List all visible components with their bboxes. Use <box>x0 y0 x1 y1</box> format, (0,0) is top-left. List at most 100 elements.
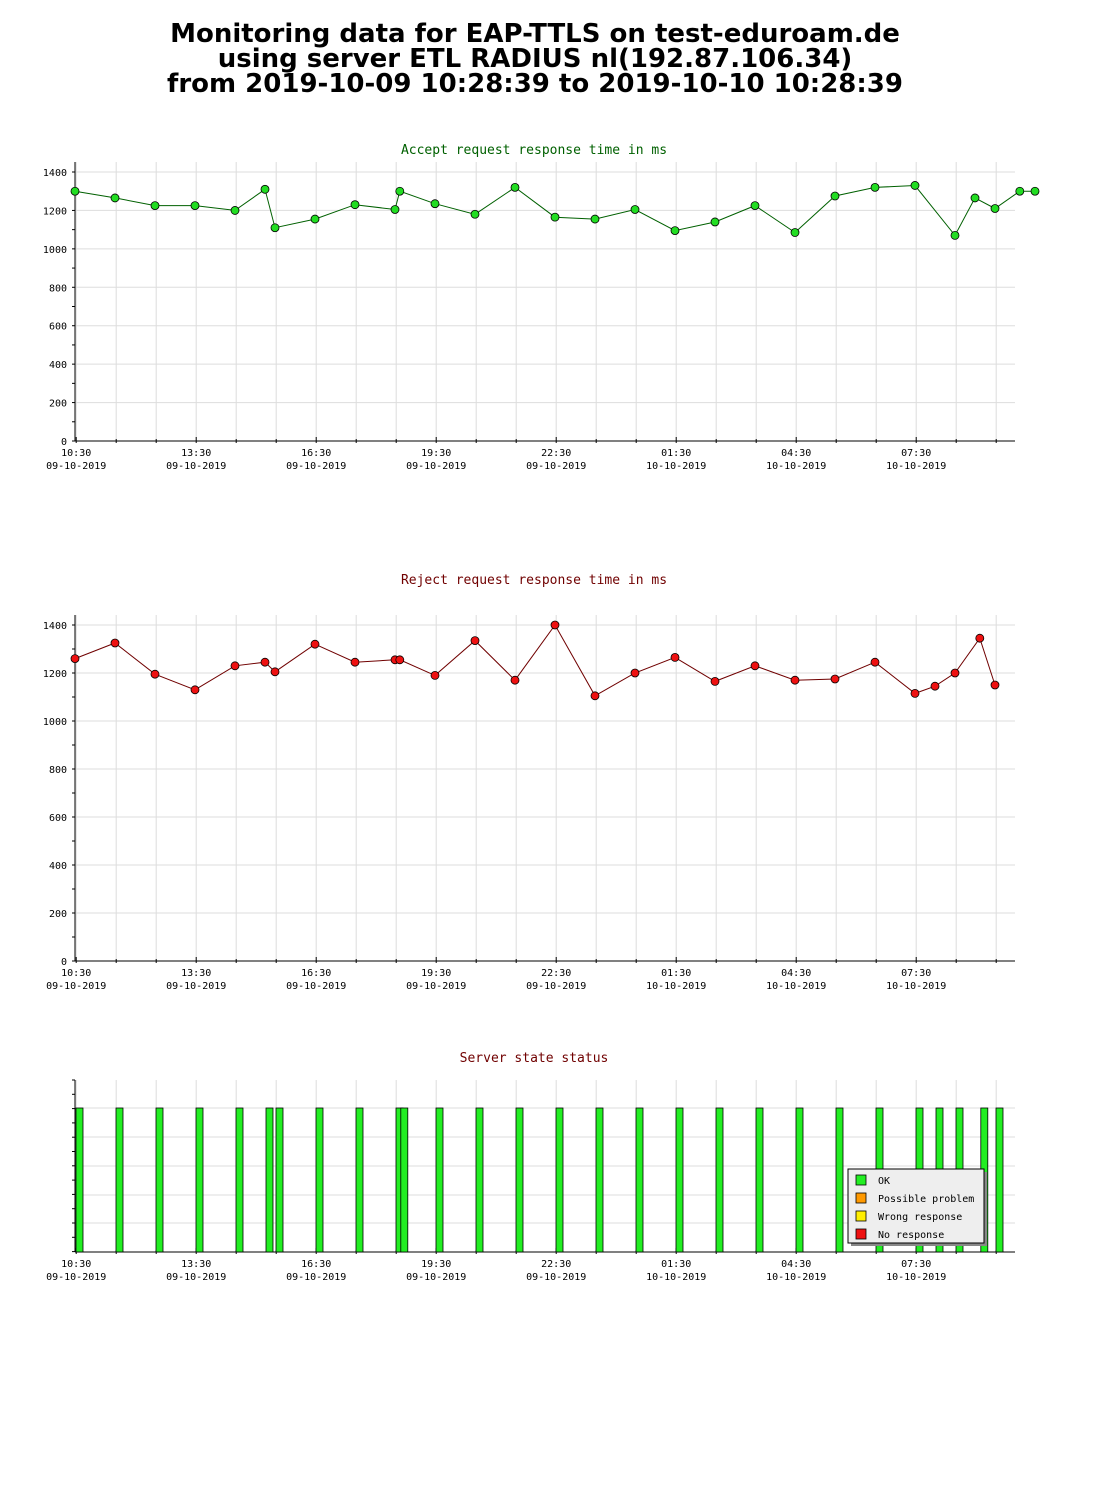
accept-chart-x-tick-date: 10-10-2019 <box>646 461 706 472</box>
reject-chart-x-tick-date: 09-10-2019 <box>406 981 466 992</box>
reject-chart-x-tick-date: 10-10-2019 <box>646 981 706 992</box>
reject-chart-y-tick-label: 600 <box>49 813 67 824</box>
reject-chart-point <box>630 668 640 678</box>
reject-chart-y-tick-label: 0 <box>61 957 67 968</box>
reject-chart-point <box>590 691 600 701</box>
status-bar <box>155 1107 164 1253</box>
status-bar <box>195 1107 204 1253</box>
accept-chart-point <box>395 186 405 196</box>
accept-chart-point <box>1030 186 1040 196</box>
accept-chart-x-tick-date: 09-10-2019 <box>406 461 466 472</box>
legend-label: OK <box>878 1176 890 1187</box>
accept-chart-point <box>150 201 160 211</box>
status-chart-x-tick-date: 09-10-2019 <box>166 1272 226 1283</box>
accept-chart-point <box>430 199 440 209</box>
legend-label: No response <box>878 1230 944 1241</box>
reject-chart-y-tick-label: 200 <box>49 909 67 920</box>
reject-chart-x-tick-date: 09-10-2019 <box>46 981 106 992</box>
status-bar <box>115 1107 124 1253</box>
accept-chart-point <box>470 209 480 219</box>
legend-label: Possible problem <box>878 1194 974 1205</box>
accept-chart-x-tick-date: 09-10-2019 <box>286 461 346 472</box>
status-bar <box>265 1107 274 1253</box>
legend-label: Wrong response <box>878 1212 962 1223</box>
accept-chart-x-tick-time: 10:30 <box>61 448 91 459</box>
accept-chart-point <box>950 231 960 240</box>
reject-chart-point <box>950 668 960 678</box>
reject-chart-point <box>710 677 720 686</box>
legend-swatch <box>855 1174 867 1186</box>
reject-chart-y-tick-label: 1200 <box>43 669 67 680</box>
reject-chart-point <box>910 689 920 698</box>
reject-chart-x-tick-date: 09-10-2019 <box>286 981 346 992</box>
reject-chart-point <box>930 681 940 691</box>
status-chart-title: Server state status <box>460 1051 609 1066</box>
status-bar <box>235 1107 244 1253</box>
status-bar <box>555 1107 564 1253</box>
reject-chart-point <box>430 671 440 680</box>
legend-swatch <box>855 1192 867 1204</box>
accept-chart-point <box>790 228 800 237</box>
reject-chart-x-tick-date: 10-10-2019 <box>886 981 946 992</box>
status-chart-x-tick-date: 09-10-2019 <box>286 1272 346 1283</box>
reject-chart-x-tick-time: 04:30 <box>781 968 811 979</box>
reject-chart-y-tick-label: 1000 <box>43 717 67 728</box>
accept-chart-point <box>310 214 320 224</box>
reject-chart-point <box>230 661 240 671</box>
reject-chart-x-tick-date: 10-10-2019 <box>766 981 826 992</box>
accept-chart-point <box>550 212 560 222</box>
reject-chart-point <box>150 669 160 679</box>
status-bar <box>795 1107 804 1253</box>
accept-chart-point <box>70 186 80 196</box>
accept-chart-x-tick-time: 01:30 <box>661 448 691 459</box>
accept-chart-point <box>750 201 760 211</box>
status-chart-x-tick-time: 16:30 <box>301 1259 331 1270</box>
accept-chart-point <box>970 193 980 203</box>
reject-chart-point <box>790 675 800 685</box>
accept-chart-point <box>110 193 120 203</box>
reject-chart-x-tick-time: 22:30 <box>541 968 571 979</box>
reject-chart-point <box>70 654 80 663</box>
status-bar <box>675 1107 684 1253</box>
accept-chart-point <box>710 217 720 227</box>
accept-chart-y-tick-label: 800 <box>49 283 67 294</box>
accept-chart-point <box>910 181 920 190</box>
status-bar <box>275 1107 284 1253</box>
status-chart-x-tick-time: 22:30 <box>541 1259 571 1270</box>
accept-chart-point <box>590 214 600 224</box>
status-bar <box>755 1107 764 1253</box>
reject-chart-x-tick-time: 10:30 <box>61 968 91 979</box>
status-bar <box>715 1107 724 1253</box>
page-title: Monitoring data for EAP-TTLS on test-edu… <box>0 19 1070 97</box>
reject-chart-point <box>750 661 760 671</box>
accept-chart-x-tick-time: 07:30 <box>901 448 931 459</box>
status-bar <box>435 1107 444 1253</box>
title-line-2: using server ETL RADIUS nl(192.87.106.34… <box>217 44 853 74</box>
status-bar <box>995 1107 1004 1253</box>
legend-box <box>847 1168 985 1244</box>
reject-chart-point <box>395 655 405 665</box>
status-chart-x-tick-date: 10-10-2019 <box>646 1272 706 1283</box>
accept-chart-y-tick-label: 600 <box>49 322 67 333</box>
reject-chart-point <box>350 657 360 667</box>
reject-chart-point <box>260 657 270 667</box>
accept-chart-point <box>510 182 520 192</box>
accept-chart-x-tick-time: 16:30 <box>301 448 331 459</box>
accept-chart-x-tick-date: 10-10-2019 <box>766 461 826 472</box>
accept-chart-y-tick-label: 1400 <box>43 168 67 179</box>
status-bar <box>315 1107 324 1253</box>
reject-chart-y-tick-label: 1400 <box>43 621 67 632</box>
title-line-1: Monitoring data for EAP-TTLS on test-edu… <box>170 19 900 49</box>
reject-chart-point <box>670 653 680 662</box>
reject-chart-y-tick-label: 400 <box>49 861 67 872</box>
accept-chart-x-tick-date: 09-10-2019 <box>166 461 226 472</box>
status-bar <box>355 1107 364 1253</box>
status-chart-x-tick-date: 09-10-2019 <box>46 1272 106 1283</box>
accept-chart-y-tick-label: 1000 <box>43 245 67 256</box>
accept-chart-title: Accept request response time in ms <box>401 143 667 158</box>
reject-chart-point <box>110 638 120 648</box>
accept-chart-x-tick-date: 09-10-2019 <box>46 461 106 472</box>
accept-chart-point <box>270 223 280 233</box>
accept-chart-point <box>350 200 360 210</box>
accept-chart-x-tick-date: 10-10-2019 <box>886 461 946 472</box>
